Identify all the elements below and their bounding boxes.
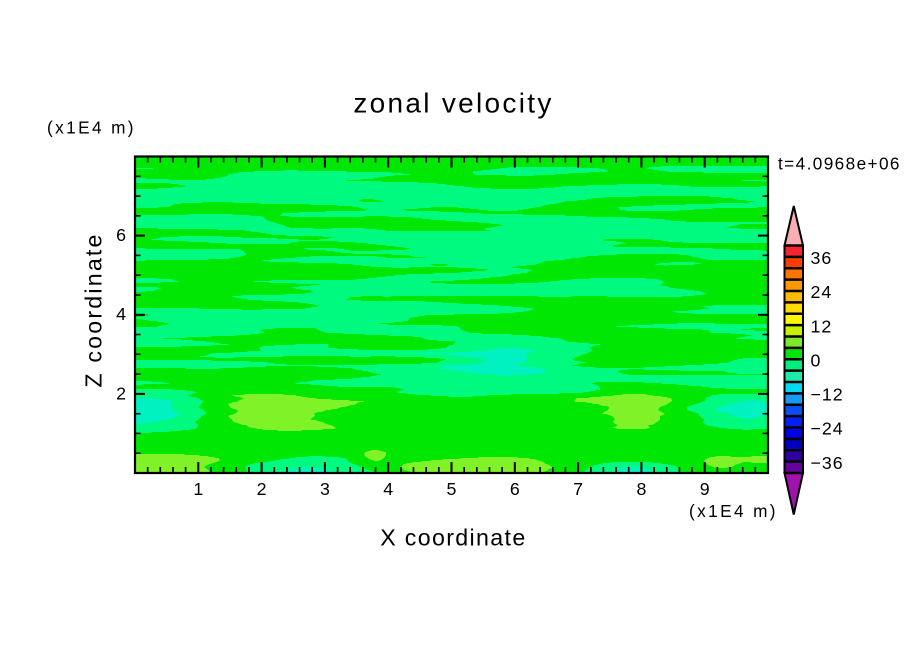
svg-text:−12: −12 <box>811 385 844 405</box>
svg-text:(x1E4 m): (x1E4 m) <box>47 118 136 138</box>
svg-text:7: 7 <box>573 479 583 499</box>
svg-text:6: 6 <box>116 225 126 245</box>
svg-text:8: 8 <box>636 479 646 499</box>
svg-text:−36: −36 <box>811 453 844 473</box>
svg-text:36: 36 <box>811 248 833 268</box>
svg-text:2: 2 <box>116 383 126 403</box>
svg-text:0: 0 <box>811 350 822 370</box>
svg-text:−24: −24 <box>811 419 844 439</box>
svg-text:4: 4 <box>383 479 393 499</box>
svg-text:2: 2 <box>257 479 267 499</box>
svg-text:X coordinate: X coordinate <box>380 524 526 550</box>
svg-text:zonal velocity: zonal velocity <box>353 88 553 119</box>
svg-text:9: 9 <box>700 479 710 499</box>
svg-text:4: 4 <box>116 304 126 324</box>
svg-text:3: 3 <box>320 479 330 499</box>
svg-text:t=4.0968e+06: t=4.0968e+06 <box>778 154 901 174</box>
svg-text:12: 12 <box>811 316 833 336</box>
svg-text:24: 24 <box>811 282 833 302</box>
svg-text:5: 5 <box>447 479 457 499</box>
svg-text:(x1E4 m): (x1E4 m) <box>689 501 778 521</box>
svg-text:Z coordinate: Z coordinate <box>81 232 107 387</box>
svg-text:1: 1 <box>193 479 203 499</box>
svg-text:6: 6 <box>510 479 520 499</box>
